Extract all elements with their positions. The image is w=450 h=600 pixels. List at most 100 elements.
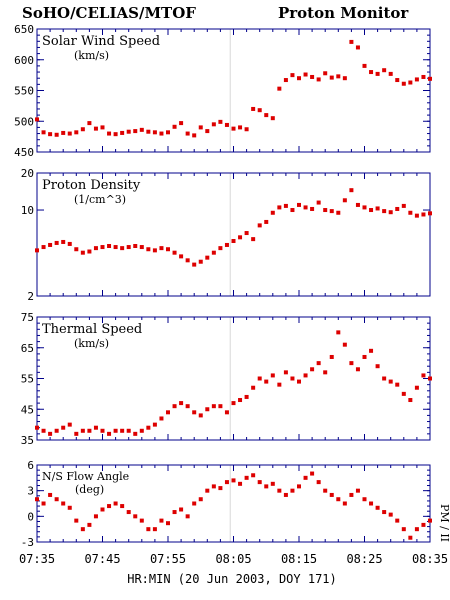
data-point [100,507,105,512]
data-point [80,250,85,255]
data-point [54,240,59,245]
data-point [421,373,426,378]
y-tick-label: 75 [21,311,34,324]
data-point [198,125,203,130]
data-point [93,126,98,131]
data-point [218,486,223,491]
data-point [126,510,131,515]
panel-1: 2 10 20 Proton Density(1/cm^3) [21,167,432,303]
data-point [192,501,197,506]
data-point [74,130,79,135]
data-point [48,431,53,436]
data-point [107,431,112,436]
data-point [185,404,190,409]
data-point [139,127,144,132]
data-point [224,242,229,247]
data-point [185,514,190,519]
data-point [166,410,170,415]
data-point [35,425,39,430]
data-point [93,425,98,430]
data-point [401,81,406,86]
data-point [80,527,85,532]
data-point [251,385,256,390]
data-point [388,512,393,517]
data-point [192,410,197,415]
data-point [342,198,347,203]
data-point [41,428,46,433]
data-point [329,75,334,80]
data-point [290,208,295,213]
data-point [316,480,321,485]
data-point [211,122,216,127]
data-point [283,78,288,83]
data-point [375,71,380,76]
data-point [251,237,256,242]
data-point [146,527,151,532]
data-point [283,492,288,497]
data-point [297,484,301,489]
data-point [224,410,229,415]
data-point [133,431,138,436]
data-point [61,501,66,506]
data-point [428,211,432,216]
data-point [257,108,262,113]
data-point [238,235,243,240]
data-point [238,481,243,486]
data-point [401,391,406,396]
data-point [349,39,354,44]
data-point [310,74,315,79]
data-point [297,76,301,81]
data-point [54,132,59,137]
data-point [388,379,393,384]
data-point [166,521,170,526]
data-point [166,130,170,135]
y-tick-label: 550 [14,85,34,98]
data-point [74,431,79,436]
data-point [159,416,164,421]
data-point [192,262,197,267]
data-point [382,209,387,214]
data-point [264,219,269,224]
data-point [428,376,432,381]
data-point [355,202,360,207]
data-point [218,246,223,251]
panel-title: Proton Density [42,178,141,193]
data-point [244,394,249,399]
data-point [369,348,374,353]
data-point [310,367,315,372]
data-point [113,428,118,433]
panel-unit: (km/s) [74,49,109,62]
data-point [395,382,400,387]
data-point [120,246,125,251]
data-point [61,130,66,135]
data-point [93,514,98,519]
y-tick-label: 45 [21,403,34,416]
data-point [277,205,282,210]
data-point [41,245,46,250]
data-point [421,522,426,527]
data-point [179,401,184,406]
data-point [244,127,249,132]
data-point [205,129,210,134]
data-point [159,518,164,523]
data-point [41,130,46,135]
data-point [35,117,39,122]
y-tick-label: -3 [21,536,34,549]
data-point [139,245,144,250]
data-point [205,488,210,493]
x-tick-label: 07:35 [19,552,55,566]
data-point [61,425,66,430]
data-point [126,129,131,134]
data-point [349,361,354,366]
data-point [336,497,341,502]
data-point [251,106,256,111]
y-tick-label: 35 [21,434,34,447]
x-axis: 07:35 07:45 07:55 08:05 08:15 08:25 08:35 [19,552,448,566]
data-point [303,373,308,378]
data-point [408,535,413,540]
header-monitor: Proton Monitor [278,4,409,22]
data-point [198,413,203,418]
data-point [244,475,249,480]
data-point [388,71,393,76]
data-point [355,45,360,50]
